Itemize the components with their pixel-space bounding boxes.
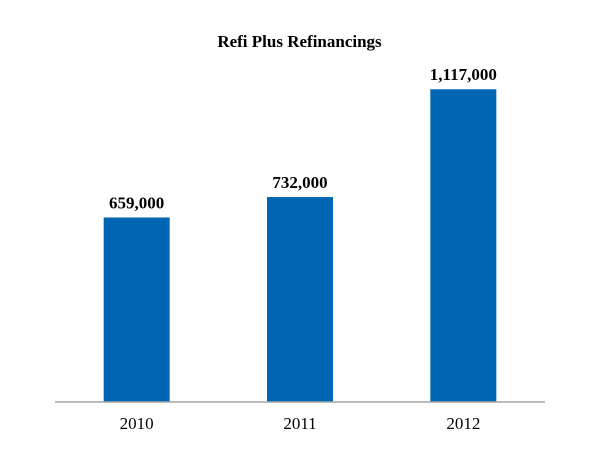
x-tick-labels-group: 2010 2011 2012 (120, 414, 481, 433)
data-labels-group: 659,000 732,000 1,117,000 (109, 65, 497, 212)
bars-group (103, 89, 497, 403)
data-label-2010: 659,000 (109, 193, 164, 212)
x-tick-label-2010: 2010 (120, 414, 154, 433)
bar-2011 (267, 197, 333, 402)
chart-title: Refi Plus Refinancings (217, 32, 382, 51)
x-tick-label-2011: 2011 (283, 414, 316, 433)
bar-2010 (103, 217, 170, 402)
data-label-2012: 1,117,000 (430, 65, 497, 84)
data-label-2011: 732,000 (272, 173, 327, 192)
bar-2012 (430, 89, 497, 403)
x-tick-label-2012: 2012 (446, 414, 480, 433)
